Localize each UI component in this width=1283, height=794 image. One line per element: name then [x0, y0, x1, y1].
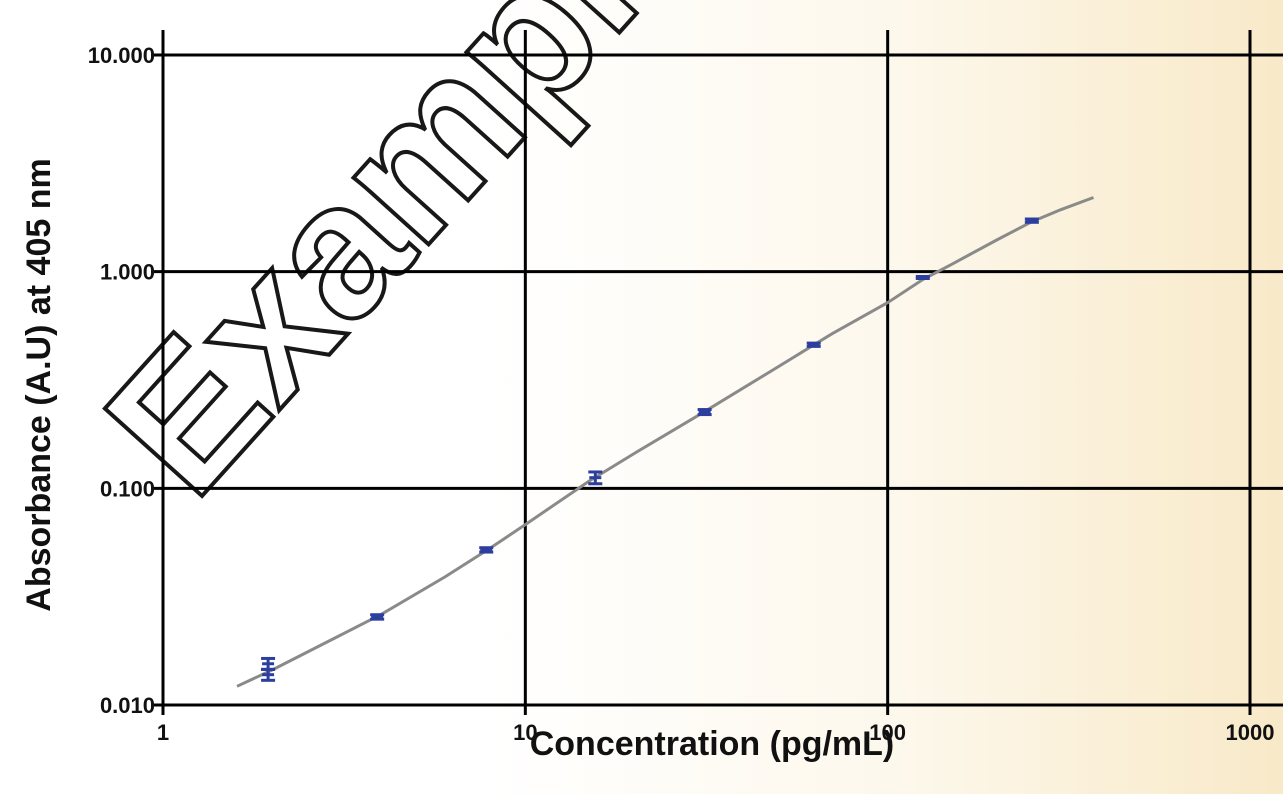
x-tick-label: 1000 — [1226, 720, 1275, 745]
x-axis-label: Concentration (pg/mL) — [530, 725, 895, 763]
watermark-text: Example — [66, 0, 746, 533]
x-tick-label: 10 — [513, 720, 537, 745]
y-tick-labels: 0.010 0.100 1.000 10.000 — [88, 43, 155, 718]
x-tick-label: 1 — [157, 720, 169, 745]
y-tick-label: 1.000 — [100, 260, 155, 285]
grid — [151, 30, 1283, 715]
data-point — [697, 408, 712, 417]
y-tick-label: 10.000 — [88, 43, 155, 68]
data-point — [588, 470, 603, 486]
y-axis-label: Absorbance (A.U) at 405 nm — [20, 158, 58, 611]
y-tick-label: 0.100 — [100, 476, 155, 501]
y-tick-label: 0.010 — [100, 693, 155, 718]
x-tick-labels: 1 10 100 1000 — [157, 720, 1275, 745]
data-point — [261, 656, 276, 671]
x-tick-label: 100 — [869, 720, 906, 745]
data-point — [370, 613, 385, 621]
data-point — [806, 341, 821, 348]
data-points-layer — [261, 217, 1039, 682]
data-point — [261, 667, 276, 682]
data-point — [479, 546, 494, 554]
data-point — [915, 274, 930, 280]
data-point — [1024, 217, 1039, 224]
